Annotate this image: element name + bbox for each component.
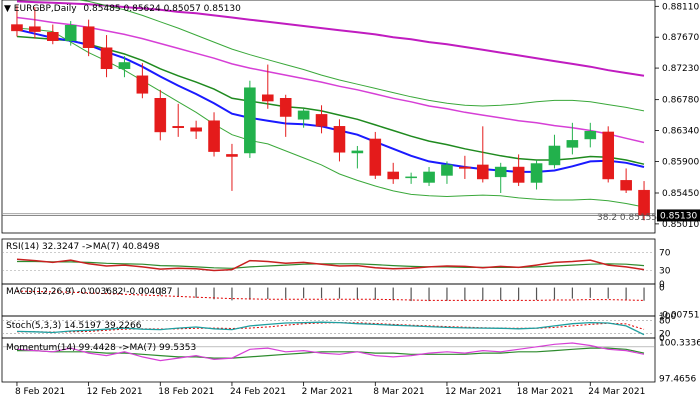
date-tick-label: 18 Mar 2021 bbox=[517, 387, 574, 397]
momentum-tick-label: 100.3336 bbox=[659, 339, 700, 349]
ohlc-values: 0.85485 0.85624 0.85057 0.85130 bbox=[83, 4, 241, 14]
pane-mom-frame bbox=[1, 337, 656, 383]
price-tick-label: 0.85900 bbox=[662, 157, 699, 167]
candle-body[interactable] bbox=[64, 25, 77, 41]
candle-body[interactable] bbox=[530, 163, 543, 183]
ma-slow-line bbox=[16, 16, 645, 144]
price-tick-label: 0.86340 bbox=[662, 127, 699, 137]
macd-signal-line bbox=[16, 290, 645, 301]
stoch-tick-label: 80 bbox=[659, 316, 671, 326]
momentum-ma-line bbox=[17, 347, 645, 359]
candle-body[interactable] bbox=[459, 166, 471, 169]
symbol-label: EURGBP,Daily bbox=[13, 4, 77, 14]
candle-body[interactable] bbox=[46, 32, 59, 41]
date-tick-label: 12 Feb 2021 bbox=[87, 387, 143, 397]
macd-tick-label: -0.00751 bbox=[659, 310, 699, 320]
candle-body[interactable] bbox=[172, 126, 185, 128]
last-price-tag bbox=[657, 209, 700, 222]
candle-body[interactable] bbox=[566, 140, 579, 148]
candle-body[interactable] bbox=[512, 166, 525, 183]
candle-body[interactable] bbox=[100, 47, 113, 70]
candle-body[interactable] bbox=[261, 94, 274, 102]
price-tick-label: 0.86780 bbox=[662, 96, 699, 106]
candle-body[interactable] bbox=[387, 171, 400, 180]
momentum-line bbox=[16, 342, 645, 362]
dropdown-triangle-icon[interactable]: ▼ bbox=[4, 4, 11, 14]
band-upper-line bbox=[76, 0, 645, 112]
candle-body[interactable] bbox=[190, 127, 202, 132]
price-tick-label: 0.85010 bbox=[662, 220, 699, 230]
price-tick-label: 0.88110 bbox=[662, 2, 699, 12]
macd-tick-label: 0 bbox=[659, 284, 665, 294]
candle-body[interactable] bbox=[244, 87, 256, 154]
date-tick-label: 2 Mar 2021 bbox=[302, 387, 353, 397]
stoch-tick-label: 100 bbox=[659, 312, 676, 322]
stoch-tick-label: 20 bbox=[659, 330, 671, 340]
rsi-label: RSI(14) 32.3247 ->MA(7) 40.8498 bbox=[6, 242, 160, 252]
candle-body[interactable] bbox=[226, 154, 238, 157]
price-tick-label: 0.85450 bbox=[662, 189, 699, 199]
pane-main-frame bbox=[1, 0, 656, 234]
candle-body[interactable] bbox=[548, 145, 561, 166]
stoch-label: Stoch(5,3,3) 14.5197 39.2266 bbox=[6, 321, 142, 331]
candle-body[interactable] bbox=[405, 176, 417, 179]
candle-body[interactable] bbox=[602, 131, 615, 180]
candle-body[interactable] bbox=[584, 130, 597, 140]
candle-body[interactable] bbox=[208, 120, 220, 152]
candle-body[interactable] bbox=[82, 26, 95, 48]
last-price-label: 0.85130 bbox=[660, 211, 697, 221]
date-tick-label: 8 Mar 2021 bbox=[373, 387, 424, 397]
date-tick-label: 8 Feb 2021 bbox=[15, 387, 65, 397]
candle-body[interactable] bbox=[154, 98, 167, 133]
rsi-line bbox=[16, 258, 645, 272]
stoch-tick-label: 0 bbox=[659, 334, 665, 344]
candle-body[interactable] bbox=[29, 26, 41, 32]
candle-body[interactable] bbox=[297, 110, 310, 120]
momentum-label: Momentum(14) 99.4428 ->MA(7) 99.5353 bbox=[6, 343, 197, 353]
date-tick-label: 12 Mar 2021 bbox=[445, 387, 502, 397]
date-tick-label: 18 Feb 2021 bbox=[158, 387, 214, 397]
chart-title: ▼ EURGBP,Daily 0.85485 0.85624 0.85057 0… bbox=[4, 4, 241, 14]
candle-body[interactable] bbox=[423, 171, 435, 183]
candle-body[interactable] bbox=[494, 166, 507, 178]
price-tick-label: 0.87670 bbox=[662, 33, 699, 43]
momentum-tick-label: 97.4656 bbox=[659, 375, 696, 385]
candle-body[interactable] bbox=[369, 138, 382, 176]
stoch-k-line bbox=[16, 321, 645, 336]
date-tick-label: 24 Feb 2021 bbox=[230, 387, 286, 397]
candle-body[interactable] bbox=[11, 24, 23, 32]
candle-body[interactable] bbox=[118, 62, 131, 70]
date-tick-label: 24 Mar 2021 bbox=[588, 387, 645, 397]
rsi-ma-line bbox=[17, 260, 645, 269]
rsi-tick-label: 70 bbox=[659, 249, 671, 259]
price-tick-label: 0.87230 bbox=[662, 64, 699, 74]
candle-body[interactable] bbox=[279, 98, 292, 117]
fib-level-label: 38.2 0.85155 bbox=[597, 213, 658, 223]
candle-body[interactable] bbox=[476, 164, 489, 180]
rsi-tick-label: 0 bbox=[659, 280, 665, 290]
candle-body[interactable] bbox=[333, 126, 346, 153]
ma-long-line bbox=[16, 0, 645, 77]
candle-body[interactable] bbox=[441, 164, 453, 176]
candle-body[interactable] bbox=[351, 150, 364, 154]
macd-label: MACD(12,26,9) -0.003682 -0.004087 bbox=[6, 287, 173, 297]
candle-body[interactable] bbox=[620, 180, 632, 191]
candle-body[interactable] bbox=[315, 114, 328, 127]
ma-mid-line bbox=[16, 35, 645, 165]
rsi-tick-label: 30 bbox=[659, 267, 671, 277]
candle-body[interactable] bbox=[136, 75, 149, 94]
candle-body[interactable] bbox=[638, 189, 650, 216]
